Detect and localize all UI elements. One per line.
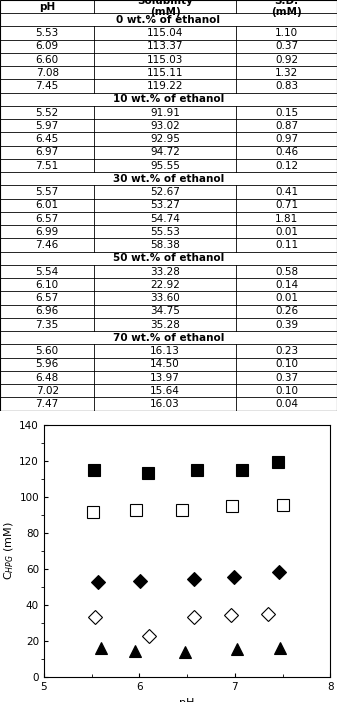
Text: 35.28: 35.28 <box>150 319 180 329</box>
Text: 95.55: 95.55 <box>150 161 180 171</box>
Text: 0.37: 0.37 <box>275 41 298 51</box>
Text: 6.57: 6.57 <box>36 213 59 223</box>
Text: 1.10: 1.10 <box>275 28 298 38</box>
Text: 0.58: 0.58 <box>275 267 298 277</box>
Text: 33.28: 33.28 <box>150 267 180 277</box>
Text: 0.04: 0.04 <box>275 399 298 409</box>
Text: 58.38: 58.38 <box>150 240 180 250</box>
Text: 7.02: 7.02 <box>36 386 59 396</box>
Text: 0.15: 0.15 <box>275 107 298 118</box>
Text: 0.14: 0.14 <box>275 280 298 290</box>
Text: 0.10: 0.10 <box>275 359 298 369</box>
Text: 5.52: 5.52 <box>36 107 59 118</box>
Text: 0.11: 0.11 <box>275 240 298 250</box>
Text: 6.10: 6.10 <box>36 280 59 290</box>
Text: 0.97: 0.97 <box>275 134 298 144</box>
Text: 6.60: 6.60 <box>36 55 59 65</box>
Text: 5.54: 5.54 <box>36 267 59 277</box>
Text: 0 wt.% of ethanol: 0 wt.% of ethanol <box>117 15 220 25</box>
Text: 0.12: 0.12 <box>275 161 298 171</box>
Text: 5.57: 5.57 <box>36 187 59 197</box>
Y-axis label: C$_{HPG}$ (mM): C$_{HPG}$ (mM) <box>3 522 17 581</box>
Text: S.D.
(mM): S.D. (mM) <box>271 0 302 18</box>
Text: 53.27: 53.27 <box>150 200 180 211</box>
Text: 0.39: 0.39 <box>275 319 298 329</box>
Text: 0.46: 0.46 <box>275 147 298 157</box>
Text: 0.83: 0.83 <box>275 81 298 91</box>
Text: 30 wt.% of ethanol: 30 wt.% of ethanol <box>113 174 224 184</box>
Text: 6.01: 6.01 <box>36 200 59 211</box>
Text: 93.02: 93.02 <box>150 121 180 131</box>
Text: 33.60: 33.60 <box>150 293 180 303</box>
Text: pH: pH <box>39 1 55 12</box>
Text: 0.87: 0.87 <box>275 121 298 131</box>
Text: 34.75: 34.75 <box>150 306 180 317</box>
Text: 15.64: 15.64 <box>150 386 180 396</box>
Text: 115.03: 115.03 <box>147 55 183 65</box>
Text: 7.08: 7.08 <box>36 68 59 78</box>
Text: 7.47: 7.47 <box>36 399 59 409</box>
Text: 7.45: 7.45 <box>36 81 59 91</box>
Text: 115.11: 115.11 <box>147 68 183 78</box>
Text: 10 wt.% of ethanol: 10 wt.% of ethanol <box>113 94 224 105</box>
Text: 22.92: 22.92 <box>150 280 180 290</box>
Text: 0.71: 0.71 <box>275 200 298 211</box>
Text: 115.04: 115.04 <box>147 28 183 38</box>
Text: 6.45: 6.45 <box>36 134 59 144</box>
Text: 0.01: 0.01 <box>275 227 298 237</box>
Text: 6.57: 6.57 <box>36 293 59 303</box>
Text: 6.48: 6.48 <box>36 373 59 383</box>
Text: 1.81: 1.81 <box>275 213 298 223</box>
Text: 50 wt.% of ethanol: 50 wt.% of ethanol <box>113 253 224 263</box>
Text: 5.97: 5.97 <box>36 121 59 131</box>
Text: 7.46: 7.46 <box>36 240 59 250</box>
Text: 6.09: 6.09 <box>36 41 59 51</box>
Text: 0.23: 0.23 <box>275 346 298 356</box>
Text: 0.92: 0.92 <box>275 55 298 65</box>
Text: 52.67: 52.67 <box>150 187 180 197</box>
Text: 7.51: 7.51 <box>36 161 59 171</box>
Text: 55.53: 55.53 <box>150 227 180 237</box>
Text: Solubility
(mM): Solubility (mM) <box>137 0 193 18</box>
Text: 91.91: 91.91 <box>150 107 180 118</box>
Text: 1.32: 1.32 <box>275 68 298 78</box>
Text: 0.41: 0.41 <box>275 187 298 197</box>
Text: 5.53: 5.53 <box>36 28 59 38</box>
Text: 6.96: 6.96 <box>36 306 59 317</box>
Text: 70 wt.% of ethanol: 70 wt.% of ethanol <box>113 333 224 343</box>
Text: 16.13: 16.13 <box>150 346 180 356</box>
Text: 16.03: 16.03 <box>150 399 180 409</box>
Text: 94.72: 94.72 <box>150 147 180 157</box>
Text: 0.26: 0.26 <box>275 306 298 317</box>
Text: 0.01: 0.01 <box>275 293 298 303</box>
Text: 0.37: 0.37 <box>275 373 298 383</box>
X-axis label: pH: pH <box>179 698 195 702</box>
Text: 14.50: 14.50 <box>150 359 180 369</box>
Text: 6.99: 6.99 <box>36 227 59 237</box>
Text: 5.60: 5.60 <box>36 346 59 356</box>
Text: 7.35: 7.35 <box>36 319 59 329</box>
Text: 13.97: 13.97 <box>150 373 180 383</box>
Text: 54.74: 54.74 <box>150 213 180 223</box>
Text: 0.10: 0.10 <box>275 386 298 396</box>
Text: 6.97: 6.97 <box>36 147 59 157</box>
Text: 5.96: 5.96 <box>36 359 59 369</box>
Text: 92.95: 92.95 <box>150 134 180 144</box>
Text: 119.22: 119.22 <box>147 81 183 91</box>
Text: 113.37: 113.37 <box>147 41 183 51</box>
